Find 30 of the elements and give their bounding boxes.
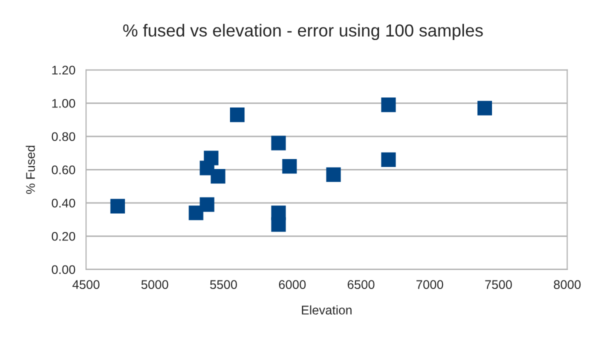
y-tick-label: 0.00 xyxy=(52,265,76,274)
y-tick-label: 1.20 xyxy=(52,66,76,75)
x-axis-title: Elevation xyxy=(302,305,352,315)
point xyxy=(477,100,492,116)
point xyxy=(326,167,341,182)
x-tick-label: 7000 xyxy=(416,280,444,289)
x-tick-label: 5500 xyxy=(210,280,237,289)
x-tick-label: 5000 xyxy=(141,280,168,289)
point xyxy=(271,136,286,150)
x-tick-label: 6500 xyxy=(348,280,374,289)
y-tick-label: 0.60 xyxy=(52,165,76,174)
y-tick-label: 0.20 xyxy=(52,232,76,241)
point xyxy=(230,108,245,122)
point xyxy=(282,159,297,174)
x-tick-label: 4500 xyxy=(72,280,100,289)
y-tick-label: 1.00 xyxy=(52,98,76,108)
x-tick-label: 6000 xyxy=(279,280,306,289)
y-tick-label: 0.40 xyxy=(52,198,76,208)
point xyxy=(200,197,214,212)
chart-title: % fused vs elevation - error using 100 samples xyxy=(123,24,483,40)
point xyxy=(381,98,396,112)
point xyxy=(381,152,396,167)
point xyxy=(210,169,226,184)
point xyxy=(110,198,125,214)
y-axis-title: % Fused xyxy=(26,146,35,194)
x-tick-label: 7500 xyxy=(485,280,512,289)
point xyxy=(204,150,218,166)
point xyxy=(271,217,286,232)
y-tick-label: 0.80 xyxy=(52,132,76,142)
x-tick-label: 8000 xyxy=(554,280,581,289)
